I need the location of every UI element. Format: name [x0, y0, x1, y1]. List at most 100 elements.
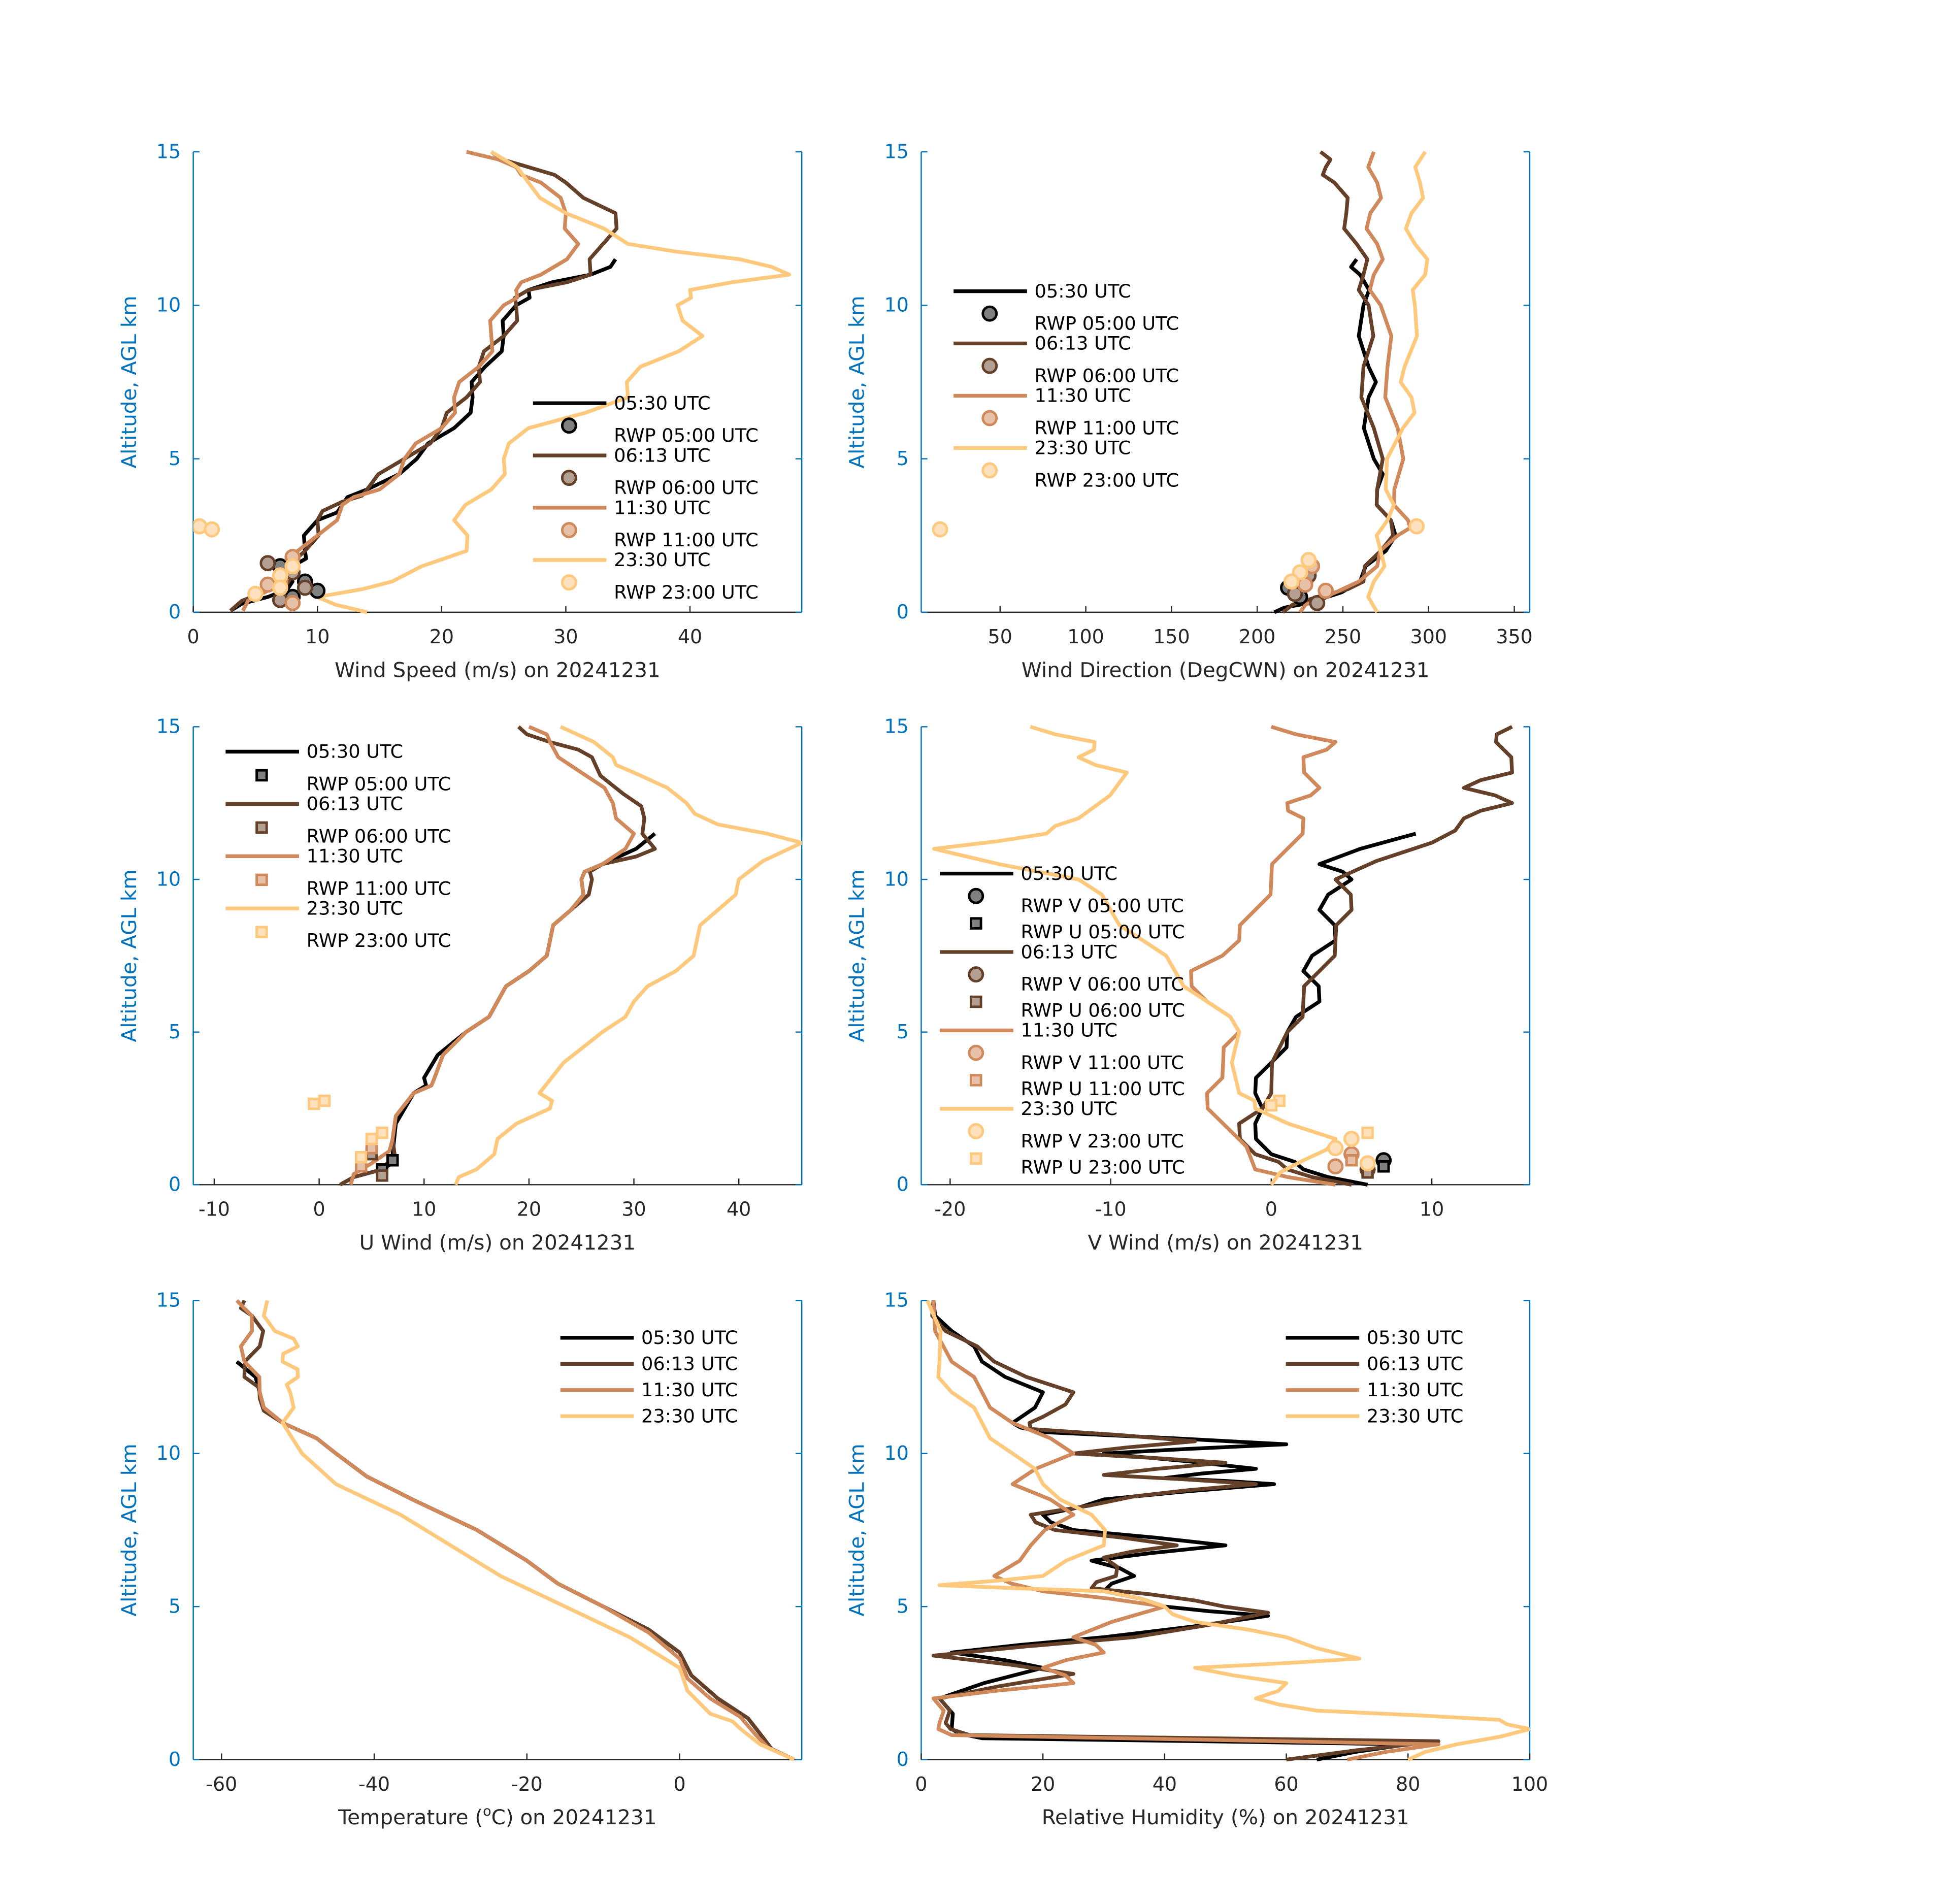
legend-marker-circle [561, 522, 577, 539]
legend-label: RWP 06:00 UTC [1035, 365, 1179, 386]
y-tick-label: 10 [884, 868, 909, 890]
series-line-0613 [229, 150, 619, 612]
rwp-marker [247, 585, 264, 602]
legend-label: RWP V 05:00 UTC [1021, 895, 1184, 917]
legend-label: RWP 05:00 UTC [307, 773, 451, 795]
legend-label: RWP 06:00 UTC [307, 825, 451, 847]
x-tick-label: -40 [358, 1773, 390, 1795]
rwp-marker [376, 1169, 388, 1182]
chart-panel-2: 50 100 150 200 250 300 350 0 5 10 15 Wind Direction… [845, 140, 1533, 682]
x-tick-label: 40 [1153, 1773, 1177, 1795]
legend-label: 05:30 UTC [1367, 1327, 1463, 1349]
legend-label: RWP 05:00 UTC [1035, 313, 1179, 335]
rwp-marker [1318, 582, 1334, 599]
x-axis-label: Wind Speed (m/s) on 20241231 [335, 658, 661, 682]
x-tick-label: 100 [1067, 626, 1104, 648]
y-tick-label: 15 [884, 715, 909, 738]
legend-label: 06:13 UTC [641, 1353, 738, 1375]
legend-label: 11:30 UTC [614, 497, 710, 518]
legend-label: 23:30 UTC [307, 897, 403, 919]
series-line-0613 [930, 1300, 1441, 1762]
x-tick-label: 60 [1274, 1773, 1298, 1795]
legend-marker-circle [981, 410, 998, 426]
series-line-1130 [1189, 725, 1338, 1187]
legend-marker-circle [968, 966, 984, 983]
legend-label: RWP 23:00 UTC [1035, 469, 1179, 491]
series-line-0530 [1253, 832, 1417, 1187]
legend-label: RWP U 11:00 UTC [1021, 1078, 1185, 1100]
x-tick-label: 100 [1511, 1773, 1549, 1795]
series-line-2330 [315, 150, 792, 614]
rwp-marker [1377, 1160, 1390, 1173]
y-tick-label: 15 [156, 140, 181, 162]
legend-label: 11:30 UTC [307, 845, 403, 867]
legend-label: 05:30 UTC [641, 1327, 738, 1349]
series-line-2330 [932, 725, 1338, 1186]
series-line-0613 [1237, 725, 1514, 1187]
x-tick-label: -10 [199, 1198, 230, 1221]
legend-label: RWP V 11:00 UTC [1021, 1052, 1184, 1073]
x-tick-label: 20 [1031, 1773, 1055, 1795]
series-line-2330 [1366, 151, 1429, 613]
plot-area [932, 725, 1514, 1187]
legend: 05:30 UTC 06:13 UTC 11:30 UTC 23:30 UTC [1286, 1327, 1463, 1427]
legend-label: RWP U 23:00 UTC [1021, 1156, 1185, 1178]
legend-label: 06:13 UTC [614, 444, 710, 466]
y-tick-label: 0 [897, 601, 909, 623]
x-tick-label: 300 [1410, 626, 1447, 648]
y-tick-label: 0 [169, 1173, 181, 1196]
legend-marker-square [255, 769, 268, 782]
x-tick-label: 0 [673, 1773, 685, 1795]
legend-marker-square [970, 1074, 982, 1087]
rwp-marker [1283, 573, 1300, 590]
series-line-1130 [931, 1300, 1441, 1762]
x-tick-label: 200 [1239, 626, 1276, 648]
y-tick-label: 5 [897, 1595, 909, 1617]
legend-label: 05:30 UTC [1035, 280, 1131, 302]
y-axis-label: Altitude, AGL km [845, 869, 869, 1042]
x-label-sup: o [483, 1803, 491, 1819]
rwp-marker [1359, 1155, 1376, 1172]
rwp-marker [1309, 595, 1326, 611]
series-line-1130 [241, 150, 580, 612]
legend-label: 23:30 UTC [641, 1405, 738, 1427]
rwp-marker [932, 521, 948, 538]
series-line-0613 [1281, 150, 1395, 614]
y-tick-label: 0 [169, 601, 181, 623]
plot-area [235, 1299, 795, 1762]
x-tick-label: 80 [1396, 1773, 1420, 1795]
rwp-marker [1327, 1140, 1344, 1157]
legend-marker-circle [981, 357, 998, 374]
legend-label: 11:30 UTC [1367, 1379, 1463, 1401]
chart-panel-1: 0 10 20 30 40 0 5 10 15 Wind Speed (m/s) on 20241… [117, 140, 803, 682]
x-tick-label: -10 [1095, 1198, 1127, 1221]
x-tick-label: 0 [187, 626, 200, 648]
x-tick-label: 30 [553, 626, 578, 648]
rwp-marker [284, 558, 301, 575]
x-tick-label: 0 [1265, 1198, 1277, 1221]
legend-label: 06:13 UTC [1021, 941, 1117, 963]
plot-area [308, 725, 802, 1187]
legend-marker-square [970, 995, 982, 1008]
legend-label: RWP 23:00 UTC [614, 581, 759, 603]
x-tick-label: 0 [313, 1198, 325, 1221]
legend-label: 23:30 UTC [1367, 1405, 1463, 1427]
y-axis-label: Altitude, AGL km [117, 1443, 141, 1616]
x-tick-label: 350 [1496, 626, 1533, 648]
rwp-marker [272, 579, 288, 596]
legend-label: 11:30 UTC [641, 1379, 738, 1401]
x-tick-label: 150 [1153, 626, 1190, 648]
rwp-marker [1345, 1154, 1358, 1167]
x-axis-label: U Wind (m/s) on 20241231 [359, 1230, 636, 1255]
series-line-1130 [1298, 151, 1412, 614]
y-axis-label: Altitude, AGL km [845, 296, 869, 468]
legend-marker-circle [968, 1123, 984, 1139]
y-tick-label: 10 [884, 1442, 909, 1464]
y-tick-label: 0 [897, 1748, 909, 1770]
legend-label: RWP U 06:00 UTC [1021, 999, 1185, 1021]
rwp-marker [1408, 518, 1425, 535]
y-tick-label: 10 [156, 1442, 181, 1464]
y-tick-label: 5 [897, 447, 909, 470]
rwp-marker [308, 1097, 320, 1110]
